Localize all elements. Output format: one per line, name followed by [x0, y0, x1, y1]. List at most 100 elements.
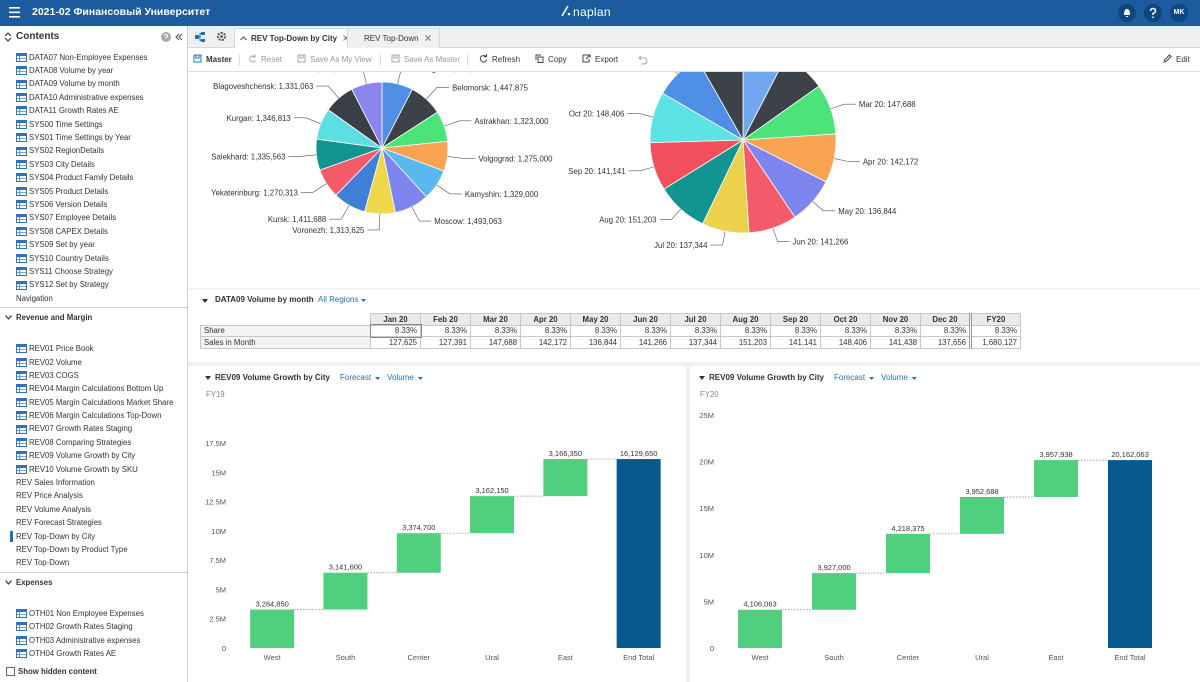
cell[interactable]: 8.33% — [920, 324, 971, 337]
contents-item[interactable]: REV03 COGS — [0, 369, 187, 382]
waterfall-bar[interactable] — [250, 609, 295, 648]
waterfall-bar[interactable] — [1034, 460, 1078, 497]
dropdown-arrow[interactable] — [417, 377, 423, 380]
show-hidden[interactable]: Show hidden content — [0, 662, 187, 682]
contents-item[interactable]: SYS03 City Details — [0, 158, 187, 171]
cell[interactable]: 1,680,127 — [969, 336, 1021, 349]
cell[interactable]: 127,391 — [420, 336, 471, 349]
contents-item[interactable]: SYS11 Choose Strategy — [0, 265, 187, 278]
tab[interactable]: REV Top-Down — [347, 28, 440, 48]
cell[interactable]: 8.33% — [369, 324, 422, 338]
contents-item[interactable]: SYS10 Country Details — [0, 252, 187, 265]
tree-icon[interactable] — [195, 32, 206, 42]
waterfall-bar[interactable] — [812, 573, 856, 610]
chart-filter[interactable]: Forecast — [834, 373, 866, 382]
tab[interactable]: REV Top-Down by City — [234, 28, 359, 49]
waterfall-bar[interactable] — [738, 609, 782, 648]
contents-item[interactable]: REV Top-Down by City — [0, 530, 187, 543]
undo[interactable] — [638, 55, 648, 65]
contents-item[interactable]: SYS08 CAPEX Details — [0, 225, 187, 238]
contents-item[interactable]: OTH01 Non Employee Expenses — [0, 607, 187, 620]
contents-item[interactable]: REV01 Price Book — [0, 342, 187, 355]
contents-item[interactable]: SYS04 Product Family Details — [0, 171, 187, 184]
contents-item[interactable]: SYS09 Set by year — [0, 238, 187, 251]
contents-item[interactable]: REV02 Volume — [0, 356, 187, 369]
contents-item[interactable]: OTH04 Growth Rates AE — [0, 647, 187, 660]
cell[interactable]: 8.33% — [820, 324, 871, 337]
waterfall-bar[interactable] — [396, 533, 441, 573]
collapse-icon[interactable] — [4, 32, 12, 42]
cell[interactable]: 8.33% — [620, 324, 671, 337]
contents-item[interactable]: DATA08 Volume by year — [0, 64, 187, 77]
waterfall-bar[interactable] — [886, 533, 930, 574]
cell[interactable]: 142,172 — [520, 336, 571, 349]
cell[interactable]: 151,203 — [720, 336, 771, 349]
cell[interactable]: 141,438 — [870, 336, 921, 349]
contents-item[interactable]: REV05 Margin Calculations Market Share — [0, 396, 187, 409]
cell[interactable]: 8.33% — [770, 324, 821, 337]
toolbar-button[interactable]: Copy — [535, 48, 567, 72]
cell[interactable]: 8.33% — [870, 324, 921, 337]
contents-item[interactable]: OTH02 Growth Rates Staging — [0, 620, 187, 633]
chart-filter[interactable]: Forecast — [340, 373, 372, 382]
waterfall-bar[interactable] — [1108, 460, 1152, 648]
cell[interactable]: 8.33% — [470, 324, 521, 337]
contents-item[interactable]: REV Forecast Strategies — [0, 516, 187, 529]
hide-sidebar[interactable] — [175, 33, 183, 41]
contents-item[interactable]: REV Sales Information — [0, 476, 187, 489]
cell[interactable]: 127,625 — [370, 336, 421, 349]
contents-item[interactable]: REV06 Margin Calculations Top-Down — [0, 409, 187, 422]
cell[interactable]: 148,406 — [820, 336, 871, 349]
collapse-arrow[interactable] — [699, 376, 705, 380]
contents-item[interactable]: DATA07 Non-Employee Expenses — [0, 51, 187, 64]
contents-item[interactable]: REV09 Volume Growth by City — [0, 449, 187, 462]
contents-item[interactable]: SYS00 Time Settings — [0, 118, 187, 131]
cell[interactable]: 141,141 — [770, 336, 821, 349]
user-avatar[interactable]: MK — [1170, 4, 1188, 22]
dropdown-arrow[interactable] — [869, 377, 875, 380]
contents-item[interactable]: REV04 Margin Calculations Bottom Up — [0, 382, 187, 395]
collapse-arrow[interactable] — [205, 376, 211, 380]
section-header[interactable]: Expenses — [0, 570, 187, 607]
toolbar-button[interactable]: Save As Master — [391, 48, 460, 72]
cell[interactable]: 147,688 — [470, 336, 521, 349]
cell[interactable]: 8.33% — [420, 324, 471, 337]
cell[interactable]: 8.33% — [570, 324, 621, 337]
checkbox[interactable] — [6, 667, 15, 676]
chart-filter[interactable]: Volume — [387, 373, 414, 382]
toolbar-button[interactable]: Export — [582, 48, 618, 72]
waterfall-bar[interactable] — [960, 496, 1004, 534]
cell[interactable]: 137,656 — [920, 336, 971, 349]
waterfall-bar[interactable] — [543, 459, 588, 497]
table-filter[interactable]: All Regions — [318, 295, 358, 304]
section-header[interactable]: Revenue and Margin — [0, 305, 187, 342]
settings-icon[interactable] — [216, 31, 227, 42]
contents-item[interactable]: REV07 Growth Rates Staging — [0, 422, 187, 435]
notifications[interactable] — [1118, 4, 1136, 22]
waterfall-bar[interactable] — [323, 572, 368, 610]
contents-item[interactable]: SYS07 Employee Details — [0, 211, 187, 224]
cell[interactable]: 8.33% — [720, 324, 771, 337]
cell[interactable]: 137,344 — [670, 336, 721, 349]
help[interactable] — [1144, 4, 1162, 22]
collapse-arrow[interactable] — [202, 299, 208, 303]
contents-item[interactable]: DATA09 Volume by month — [0, 77, 187, 90]
contents-item[interactable]: DATA11 Growth Rates AE — [0, 104, 187, 117]
dropdown-arrow[interactable] — [361, 299, 366, 302]
contents-item[interactable]: SYS02 RegionDetails — [0, 144, 187, 157]
contents-item[interactable]: SYS12 Set by Strategy — [0, 278, 187, 291]
toolbar-button[interactable]: Refresh — [479, 48, 520, 72]
toolbar-button[interactable]: Save As My View — [297, 48, 372, 72]
contents-item[interactable]: OTH03 Administrative expenses — [0, 634, 187, 647]
contents-item[interactable]: REV10 Volume Growth by SKU — [0, 463, 187, 476]
cell[interactable]: 8.33% — [670, 324, 721, 337]
help-icon[interactable] — [161, 32, 171, 42]
contents-item[interactable]: REV Top-Down — [0, 556, 187, 569]
contents-item[interactable]: REV Price Analysis — [0, 489, 187, 502]
waterfall-bar[interactable] — [470, 496, 515, 534]
menu-icon[interactable] — [9, 7, 21, 18]
contents-item[interactable]: Navigation — [0, 292, 187, 305]
cell[interactable]: 8.33% — [969, 324, 1021, 337]
contents-item[interactable]: SYS06 Version Details — [0, 198, 187, 211]
contents-item[interactable]: REV Volume Analysis — [0, 503, 187, 516]
